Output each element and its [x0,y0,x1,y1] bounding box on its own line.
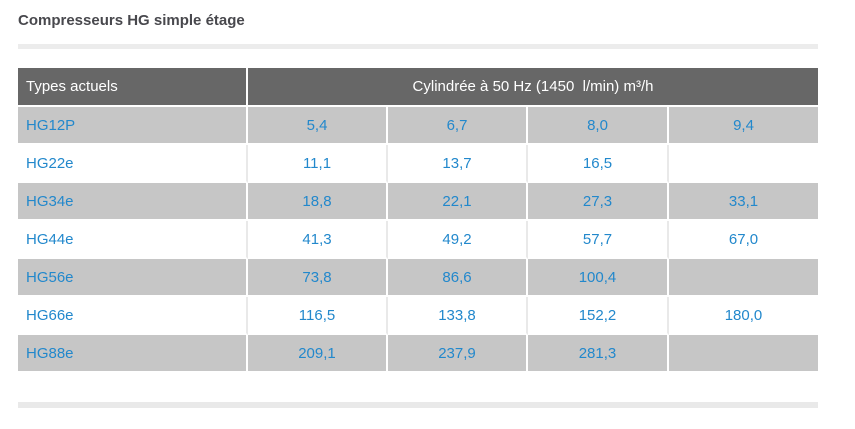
table-header-row: Types actuels Cylindrée à 50 Hz (1450 l/… [18,68,818,107]
value-cell: 67,0 [669,221,818,259]
value-cell: 16,5 [528,145,669,183]
value-cell: 209,1 [248,335,388,373]
type-cell: HG34e [18,183,248,221]
value-cell: 13,7 [388,145,528,183]
page-title: Compresseurs HG simple étage [18,12,245,29]
table-row: HG56e 73,8 86,6 100,4 [18,259,818,297]
value-cell: 8,0 [528,107,669,145]
value-cell: 152,2 [528,297,669,335]
value-cell: 33,1 [669,183,818,221]
table-row: HG22e 11,1 13,7 16,5 [18,145,818,183]
column-header-types: Types actuels [18,68,248,107]
table-row: HG66e 116,5 133,8 152,2 180,0 [18,297,818,335]
value-cell: 18,8 [248,183,388,221]
value-cell: 116,5 [248,297,388,335]
table-row: HG88e 209,1 237,9 281,3 [18,335,818,373]
table-row: HG34e 18,8 22,1 27,3 33,1 [18,183,818,221]
value-cell: 180,0 [669,297,818,335]
compressor-table: Types actuels Cylindrée à 50 Hz (1450 l/… [18,68,818,373]
type-cell: HG44e [18,221,248,259]
value-cell: 49,2 [388,221,528,259]
type-cell: HG56e [18,259,248,297]
value-cell: 86,6 [388,259,528,297]
value-cell: 73,8 [248,259,388,297]
table-row: HG12P 5,4 6,7 8,0 9,4 [18,107,818,145]
value-cell [669,335,818,373]
value-cell [669,259,818,297]
top-divider [18,44,818,49]
value-cell: 5,4 [248,107,388,145]
value-cell: 6,7 [388,107,528,145]
value-cell: 27,3 [528,183,669,221]
bottom-divider [18,402,818,408]
value-cell: 100,4 [528,259,669,297]
column-header-cylindree: Cylindrée à 50 Hz (1450 l/min) m³/h [248,68,818,107]
value-cell: 41,3 [248,221,388,259]
type-cell: HG22e [18,145,248,183]
value-cell: 237,9 [388,335,528,373]
table-row: HG44e 41,3 49,2 57,7 67,0 [18,221,818,259]
type-cell: HG66e [18,297,248,335]
value-cell [669,145,818,183]
value-cell: 11,1 [248,145,388,183]
value-cell: 57,7 [528,221,669,259]
type-cell: HG88e [18,335,248,373]
type-cell: HG12P [18,107,248,145]
value-cell: 281,3 [528,335,669,373]
value-cell: 133,8 [388,297,528,335]
value-cell: 9,4 [669,107,818,145]
value-cell: 22,1 [388,183,528,221]
